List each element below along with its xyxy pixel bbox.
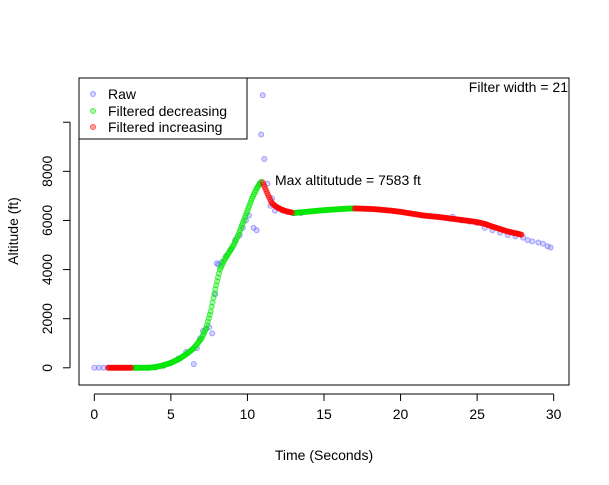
axes: 0 5 10 15 20 25 30 0 2000 4000 6000 8000 bbox=[39, 121, 562, 422]
y-tick-label: 2000 bbox=[39, 303, 55, 334]
point-filtered-increasing bbox=[518, 231, 525, 238]
legend-marker-filtered-decreasing bbox=[90, 108, 96, 114]
point-raw bbox=[209, 330, 216, 337]
point-raw bbox=[190, 361, 197, 368]
legend-box bbox=[78, 77, 248, 140]
x-tick-label: 20 bbox=[393, 406, 409, 422]
point-raw bbox=[261, 156, 268, 163]
filter-width-annotation: Filter width = 21 bbox=[469, 79, 568, 95]
data-points bbox=[91, 92, 554, 371]
x-tick-label: 25 bbox=[469, 406, 485, 422]
point-raw bbox=[547, 244, 554, 251]
max-altitude-annotation: Max altitutude = 7583 ft bbox=[275, 172, 421, 188]
x-tick-label: 30 bbox=[546, 406, 562, 422]
x-tick-label: 10 bbox=[240, 406, 256, 422]
x-axis-title: Time (Seconds) bbox=[275, 447, 373, 463]
point-filtered-increasing bbox=[128, 364, 135, 371]
point-raw bbox=[259, 92, 266, 99]
y-axis-title: Altitude (ft) bbox=[5, 197, 21, 265]
legend-marker-filtered-increasing bbox=[90, 124, 96, 130]
y-tick-label: 8000 bbox=[39, 156, 55, 187]
point-raw bbox=[253, 227, 260, 234]
point-filtered-increasing bbox=[288, 209, 295, 216]
x-tick-label: 5 bbox=[167, 406, 175, 422]
legend-label-filtered-increasing: Filtered increasing bbox=[108, 119, 222, 135]
point-raw bbox=[544, 243, 551, 250]
x-tick-label: 0 bbox=[90, 406, 98, 422]
point-raw bbox=[529, 238, 536, 245]
legend-label-raw: Raw bbox=[108, 86, 137, 102]
point-raw bbox=[258, 131, 265, 138]
y-tick-label: 4000 bbox=[39, 254, 55, 285]
plot-frame bbox=[78, 77, 570, 386]
y-tick-label: 0 bbox=[39, 364, 55, 372]
legend-marker-raw bbox=[90, 91, 96, 97]
legend-label-filtered-decreasing: Filtered decreasing bbox=[108, 103, 227, 119]
y-tick-label: 6000 bbox=[39, 205, 55, 236]
x-tick-label: 15 bbox=[316, 406, 332, 422]
point-raw bbox=[539, 240, 546, 247]
legend: Raw Filtered decreasing Filtered increas… bbox=[78, 77, 248, 140]
